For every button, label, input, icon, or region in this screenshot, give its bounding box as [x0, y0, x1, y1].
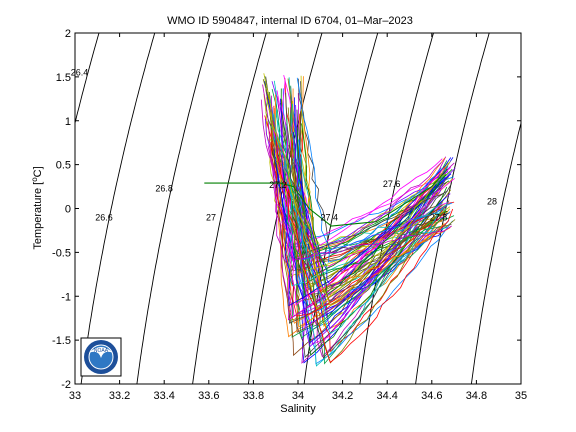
x-tick-label: 33 [69, 390, 81, 402]
isopycnal-line [80, 33, 156, 384]
profile-line [281, 80, 455, 306]
profile-line [273, 113, 450, 334]
profile-line [270, 141, 445, 317]
y-tick-label: 1.5 [56, 72, 71, 84]
y-axis-label-unit: C] [32, 166, 44, 177]
y-axis-label: Temperature [oC] [30, 166, 44, 249]
logo-bird-icon [89, 347, 113, 358]
isopycnal-label: 27.8 [430, 212, 448, 222]
highlight-profile-line [204, 168, 448, 227]
isopycnal-label: 26.8 [155, 183, 173, 193]
profile-line [274, 129, 446, 278]
isopycnal-label: 27.4 [320, 212, 338, 222]
y-tick-label: 0 [65, 204, 71, 216]
y-axis: -2 -1.5 -1 -0.5 0 0.5 1 1.5 2 [52, 28, 521, 391]
profile-line [296, 139, 453, 261]
y-tick-label: 0.5 [56, 160, 71, 172]
isopycnal-label: 27 [206, 212, 216, 222]
noaa-logo: NOAA [80, 337, 122, 377]
isopycnal-label: 28 [487, 196, 497, 206]
y-tick-label: -2 [61, 379, 71, 391]
x-tick-label: 33.4 [153, 390, 174, 402]
profile-line [265, 97, 453, 310]
isopycnal-label: 26.4 [71, 67, 89, 77]
profile-line [295, 118, 449, 367]
profile-line [275, 94, 445, 324]
y-axis-label-degree: o [30, 177, 39, 182]
isopycnal-line [136, 33, 211, 384]
x-tick-label: 34 [292, 390, 304, 402]
x-tick-label: 34.6 [421, 390, 442, 402]
isopycnal-line [192, 33, 267, 384]
isopycnal-line [470, 121, 521, 384]
isopycnal-label: 26.6 [95, 212, 113, 222]
isopycnal-label: 27.6 [383, 179, 401, 189]
y-tick-label: 1 [65, 116, 71, 128]
y-tick-label: -0.5 [52, 247, 71, 259]
isopycnal-label: 27.2 [269, 180, 287, 190]
profile-lines [204, 73, 456, 367]
x-axis-label: Salinity [280, 403, 316, 415]
y-tick-label: -1.5 [52, 335, 71, 347]
logo-text: NOAA [94, 348, 109, 354]
x-tick-label: 33.6 [198, 390, 219, 402]
profile-line [267, 145, 452, 261]
profile-line [263, 73, 451, 307]
x-tick-label: 34.8 [466, 390, 487, 402]
x-tick-label: 33.2 [109, 390, 130, 402]
profile-line [280, 98, 452, 307]
profile-line [275, 110, 448, 255]
y-axis-label-main: Temperature [ [32, 182, 44, 250]
x-tick-label: 34.4 [376, 390, 397, 402]
profile-line [278, 140, 455, 271]
chart-title: WMO ID 5904847, internal ID 6704, 01–Mar… [167, 15, 413, 27]
isopycnal-line [75, 33, 100, 125]
x-axis: 33 33.2 33.4 33.6 33.8 34 34.2 34.4 34.6 34.8 35 [69, 33, 527, 402]
y-tick-label: 2 [65, 28, 71, 40]
profile-line [264, 81, 454, 344]
profile-line [296, 77, 442, 263]
profile-line [280, 102, 449, 254]
y-tick-label: -1 [61, 291, 71, 303]
isopycnal-line [303, 33, 379, 384]
isopycnal-labels: 26.4 26.6 26.8 27 27.2 27.4 27.6 27.8 28 [71, 67, 497, 222]
isopycnal-line [359, 33, 434, 384]
profile-line [274, 126, 454, 363]
profile-line [282, 88, 450, 315]
x-tick-label: 33.8 [243, 390, 264, 402]
x-tick-label: 35 [515, 390, 527, 402]
x-tick-label: 34.2 [332, 390, 353, 402]
